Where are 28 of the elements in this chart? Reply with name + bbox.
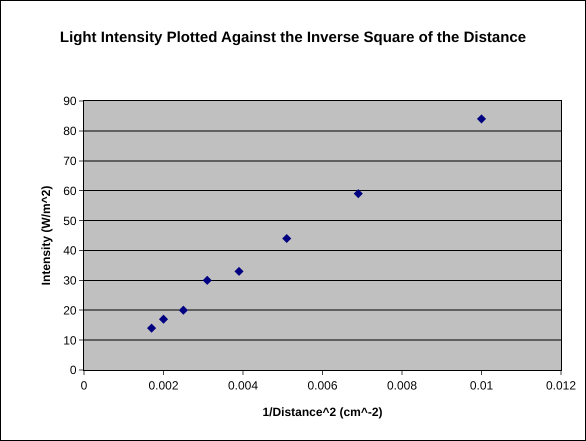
x-tick-label: 0.004 — [228, 378, 258, 392]
chart-title: Light Intensity Plotted Against the Inverse Square of the Distance — [60, 29, 526, 46]
point — [178, 306, 188, 315]
x-tick-label: 0.002 — [148, 378, 179, 392]
y-axis-title: Intensity (W/m^2) — [39, 186, 53, 286]
point — [158, 314, 168, 324]
y-tick-label: 50 — [63, 214, 77, 228]
point — [476, 114, 486, 124]
y-tick-label: 90 — [63, 94, 77, 108]
y-tick-label: 10 — [63, 333, 77, 348]
point — [202, 276, 212, 285]
y-tick-label: 70 — [63, 154, 77, 168]
x-tick-label: 0.008 — [386, 378, 418, 392]
point — [282, 234, 292, 244]
point — [234, 266, 244, 276]
x-tick-label: 0.012 — [546, 378, 576, 392]
y-tick-label: 40 — [63, 244, 77, 258]
y-tick-label: 20 — [63, 303, 77, 318]
y-tick-label: 0 — [70, 363, 77, 378]
y-tick-label: 80 — [63, 124, 77, 138]
point — [354, 189, 363, 198]
point — [147, 324, 156, 333]
y-tick-label: 30 — [63, 274, 77, 288]
x-axis-title: 1/Distance^2 (cm^-2) — [262, 405, 383, 419]
x-tick-label: 0.01 — [470, 378, 494, 392]
x-tick-label: 0 — [80, 378, 88, 392]
x-tick-label: 0.006 — [307, 378, 338, 392]
y-tick-label: 60 — [63, 184, 77, 198]
